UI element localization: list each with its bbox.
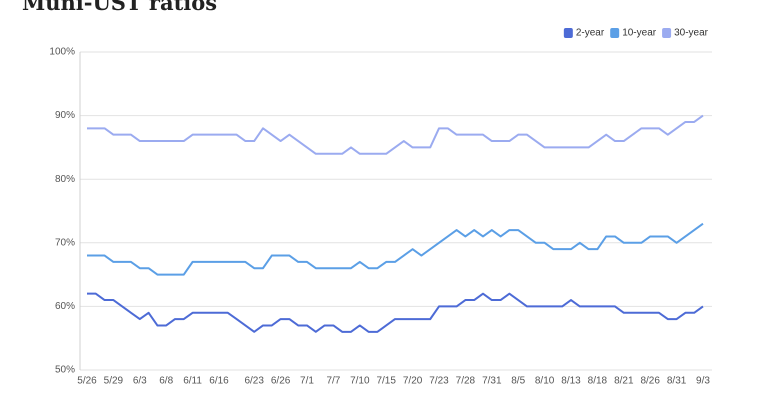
legend-label: 30-year — [674, 28, 709, 39]
series-line — [87, 114, 704, 155]
x-tick-label: 6/23 — [244, 376, 264, 387]
x-tick-label: 7/23 — [429, 376, 449, 387]
legend-swatch — [610, 28, 620, 38]
x-tick-label: 6/16 — [209, 376, 229, 387]
x-tick-label: 7/1 — [300, 376, 314, 387]
x-tick-label: 6/3 — [133, 376, 147, 387]
y-tick-label: 100% — [49, 47, 75, 58]
y-tick-label: 60% — [55, 301, 75, 312]
legend-label: 10-year — [622, 28, 657, 39]
x-tick-label: 8/18 — [588, 376, 608, 387]
x-tick-label: 7/10 — [350, 376, 370, 387]
x-tick-label: 7/31 — [482, 376, 502, 387]
x-tick-label: 6/26 — [271, 376, 291, 387]
x-tick-label: 8/5 — [511, 376, 525, 387]
x-tick-label: 7/15 — [376, 376, 396, 387]
legend-label: 2-year — [576, 28, 605, 39]
x-tick-label: 7/20 — [403, 376, 423, 387]
x-tick-label: 9/3 — [696, 376, 710, 387]
chart-title: Muni-UST ratios — [22, 0, 217, 15]
series-line — [87, 292, 704, 333]
x-tick-label: 8/10 — [535, 376, 555, 387]
x-tick-label: 5/29 — [104, 376, 124, 387]
series-line — [87, 222, 704, 276]
x-tick-label: 6/11 — [183, 376, 202, 387]
x-tick-label: 7/28 — [456, 376, 476, 387]
legend-swatch — [662, 28, 672, 38]
x-tick-label: 6/8 — [159, 376, 173, 387]
y-tick-label: 80% — [55, 174, 75, 185]
y-tick-label: 90% — [55, 110, 75, 121]
x-tick-label: 7/7 — [326, 376, 340, 387]
legend-swatch — [563, 28, 573, 38]
x-tick-label: 8/26 — [640, 376, 660, 387]
x-tick-label: 8/31 — [667, 376, 687, 387]
x-tick-label: 5/26 — [77, 376, 97, 387]
y-tick-label: 70% — [55, 237, 75, 248]
x-tick-label: 8/21 — [614, 376, 634, 387]
y-tick-label: 50% — [55, 365, 75, 376]
x-tick-label: 8/13 — [561, 376, 581, 387]
